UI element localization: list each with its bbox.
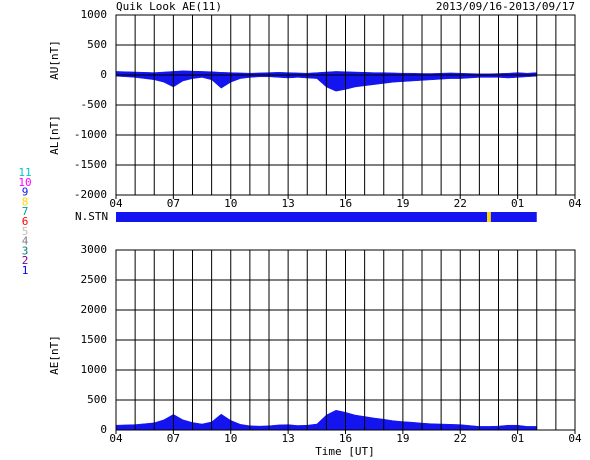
y-tick-label: -500 [81,98,108,111]
x-tick-label: 16 [339,197,352,210]
x-tick-label: 04 [109,432,123,445]
station-legend: 5 [22,225,29,238]
y-tick-label: 1000 [81,8,108,21]
x-tick-label: 22 [454,197,467,210]
station-legend: 10 [18,176,31,189]
y-tick-label: -1000 [74,128,107,141]
x-tick-label: 10 [224,197,237,210]
y-tick-label: 1500 [81,333,108,346]
y-tick-label: 0 [100,68,107,81]
x-tick-label: 19 [396,432,409,445]
station-legend: 11 [18,166,31,179]
x-tick-label: 19 [396,197,409,210]
plot-frame [115,249,576,431]
y-tick-label: 500 [87,393,107,406]
y-axis-label: AU[nT] [48,40,61,80]
y-tick-label: 3000 [81,243,108,256]
station-legend: 9 [22,186,29,199]
y-axis-label: AE[nT] [48,335,61,375]
station-legend: 3 [22,244,29,257]
y-tick-label: 2500 [81,273,108,286]
x-tick-label: 01 [511,197,524,210]
y-tick-label: -1500 [74,158,107,171]
x-tick-label: 01 [511,432,524,445]
x-tick-label: 13 [282,432,295,445]
station-legend: 2 [22,254,29,267]
x-tick-label: 07 [167,432,180,445]
station-legend: 4 [22,235,29,248]
station-legend: 1 [22,264,29,277]
station-legend: 8 [22,195,29,208]
station-segment [116,212,488,222]
nstn-label: N.STN [75,210,108,223]
date-range: 2013/09/16-2013/09/17 [436,0,575,13]
x-tick-label: 04 [109,197,123,210]
y-tick-label: 1000 [81,363,108,376]
x-tick-label: 10 [224,432,237,445]
y-axis-label: AL[nT] [48,115,61,155]
y-tick-label: -2000 [74,188,107,201]
y-tick-label: 0 [100,423,107,436]
x-tick-label: 07 [167,197,180,210]
station-segment [490,212,537,222]
title: Quik Look AE(11) [116,0,222,13]
station-legend: 7 [22,205,29,218]
station-legend: 6 [22,215,29,228]
y-tick-label: 500 [87,38,107,51]
x-tick-label: 04 [568,197,582,210]
y-tick-label: 2000 [81,303,108,316]
x-tick-label: 22 [454,432,467,445]
x-tick-label: 13 [282,197,295,210]
x-axis-label: Time [UT] [315,445,375,458]
plot-frame [115,14,576,196]
station-segment [487,212,491,222]
x-tick-label: 16 [339,432,352,445]
x-tick-label: 04 [568,432,582,445]
